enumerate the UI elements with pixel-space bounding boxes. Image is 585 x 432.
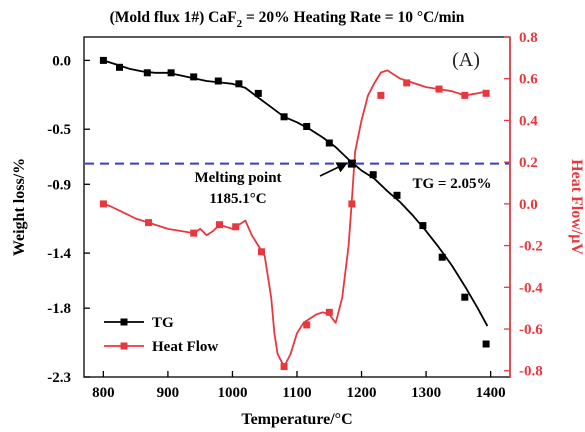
heat-flow-point	[258, 248, 265, 256]
x-axis-title: Temperature/°C	[241, 411, 352, 428]
heat-flow-point	[303, 321, 311, 329]
heat-flow-point	[216, 221, 223, 229]
tg-point	[393, 191, 401, 199]
y-left-tick-label: -1.4	[47, 246, 71, 262]
y-left-tick-label: -1.8	[47, 301, 71, 317]
x-tick-label: 1400	[476, 385, 506, 401]
y-right-tick-label: 0.8	[519, 30, 538, 46]
plot-frame	[83, 36, 511, 378]
heat-flow-point	[190, 229, 198, 237]
tg-point	[419, 222, 427, 230]
tg-point	[116, 63, 123, 71]
left-axis-ticks: 0.0 -0.5 -0.9 -1.4 -1.8 -2.3	[47, 53, 90, 386]
heat-flow-point	[403, 79, 411, 87]
y-right-tick-label: 0.0	[519, 197, 538, 213]
heat-flow-point	[232, 223, 240, 231]
tg-point	[190, 73, 198, 81]
heat-flow-point	[325, 308, 333, 316]
legend-heatflow-label: Heat Flow	[152, 339, 218, 355]
x-tick-label: 1100	[282, 385, 311, 401]
tg-point	[143, 69, 151, 77]
y-right-tick-label: 0.2	[519, 155, 538, 171]
y-right-tick-label: 0.6	[519, 72, 538, 88]
heat-flow-line	[103, 69, 488, 368]
heat-flow-point	[99, 200, 107, 208]
tg-point	[99, 56, 107, 64]
tg-point	[369, 171, 377, 179]
tg-loss-label: TG = 2.05%	[413, 176, 492, 192]
tg-point	[303, 123, 311, 130]
y-left-axis-title: Weight loss/%	[11, 158, 28, 256]
melting-point-label: Melting point	[194, 170, 281, 186]
x-tick-label: 1200	[347, 385, 377, 401]
tg-point	[235, 80, 243, 88]
tg-point	[280, 113, 288, 121]
x-tick-label: 1000	[217, 385, 247, 401]
y-left-tick-label: -0.5	[47, 122, 71, 138]
x-tick-label: 900	[157, 385, 180, 401]
legend-heatflow-marker	[120, 342, 128, 350]
chart-title: (Mold flux 1#) CaF2 = 20% Heating Rate =…	[110, 9, 465, 30]
heat-flow-point	[461, 91, 469, 99]
heat-flow-point	[348, 200, 356, 208]
y-right-tick-label: -0.6	[519, 322, 543, 338]
tg-line	[103, 59, 489, 327]
y-left-tick-label: 0.0	[52, 53, 71, 69]
heat-flow-point	[145, 219, 152, 227]
legend-tg-label: TG	[152, 315, 174, 331]
y-right-tick-label: 0.4	[519, 113, 538, 129]
heat-flow-point	[280, 363, 288, 371]
tg-point	[438, 253, 446, 261]
y-left-tick-label: -0.9	[47, 177, 71, 193]
legend-tg-marker	[120, 318, 128, 326]
melting-point-marker	[347, 159, 356, 168]
y-left-tick-label: -2.3	[47, 370, 71, 386]
panel-label: (A)	[452, 49, 480, 71]
y-right-tick-label: -0.2	[519, 239, 543, 255]
y-right-axis-title: Heat Flow/μV	[568, 159, 585, 255]
heat-flow-point	[377, 91, 385, 99]
x-axis-ticks: 800 900 1000 1100 1200 1300 1400	[92, 371, 506, 401]
heat-flow-point	[482, 89, 490, 97]
tg-point	[214, 77, 222, 85]
heat-flow-point	[435, 85, 443, 93]
y-right-tick-label: -0.4	[519, 280, 543, 296]
x-tick-label: 800	[92, 385, 115, 401]
tg-point	[167, 69, 175, 77]
legend: TG Heat Flow	[104, 315, 218, 355]
x-tick-label: 1300	[411, 385, 441, 401]
tg-point	[325, 139, 333, 147]
melting-arrow	[319, 162, 349, 177]
y-right-tick-label: -0.8	[519, 364, 543, 380]
tg-point	[461, 293, 469, 301]
right-axis-ticks: 0.8 0.6 0.4 0.2 0.0 -0.2 -0.4 -0.6 -0.8	[504, 30, 543, 380]
series-layer	[99, 56, 490, 371]
tg-point	[482, 340, 490, 348]
tg-point	[254, 89, 262, 97]
melting-point-value: 1185.1°C	[209, 191, 266, 207]
